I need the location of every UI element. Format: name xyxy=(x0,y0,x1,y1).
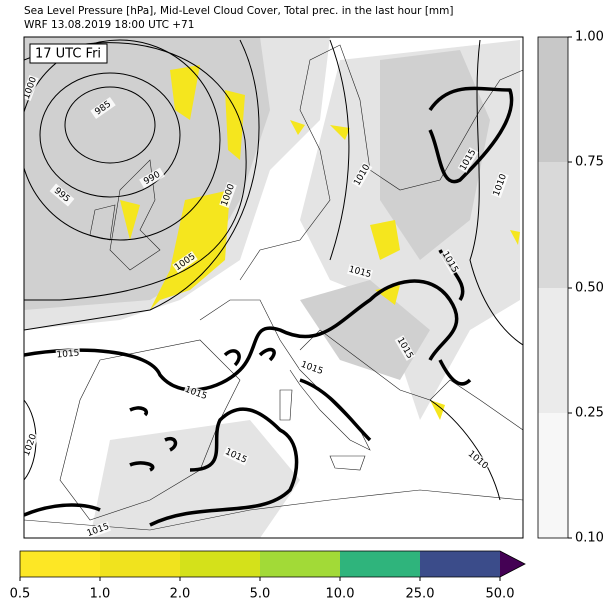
colorbar-segment xyxy=(538,37,568,162)
colorbar-segment xyxy=(260,551,340,577)
subtitle: WRF 13.08.2019 18:00 UTC +71 xyxy=(24,19,194,31)
contour-label-bg xyxy=(219,182,237,208)
tick-label: 1.0 xyxy=(90,587,111,602)
contour-label-bg xyxy=(183,384,209,402)
isobar xyxy=(24,42,247,301)
colorbar-extension xyxy=(500,551,525,577)
contour-label-bg xyxy=(55,347,81,361)
map-area: 9859909951000100010051010101510151010101… xyxy=(24,37,523,538)
contour-label-bg xyxy=(172,251,198,273)
cloud-area xyxy=(300,50,490,380)
isobar xyxy=(24,39,523,501)
colorbar-segment xyxy=(100,551,180,577)
contour-label-bg xyxy=(457,147,479,173)
contour-label-bg xyxy=(24,432,39,458)
tick-label: 0.10 xyxy=(575,531,604,546)
colorbar-frame xyxy=(19,550,526,578)
colorbar-segment xyxy=(340,551,420,577)
contour-label-bg xyxy=(85,521,111,538)
tick-label: 0.50 xyxy=(575,281,604,296)
isobar xyxy=(24,39,221,241)
precipitation-area xyxy=(120,65,520,420)
contour-label-bg xyxy=(394,335,416,361)
isobar xyxy=(39,72,181,198)
colorbar-segment xyxy=(538,288,568,413)
tick-label: 10.0 xyxy=(326,587,355,602)
cloud-colorbar: 1.00 0.75 0.50 0.25 0.10 xyxy=(537,30,604,546)
title: Sea Level Pressure [hPa], Mid-Level Clou… xyxy=(24,5,454,17)
colorbar-segment xyxy=(20,551,100,577)
contour-label-bg xyxy=(139,167,165,189)
contour-label-bg xyxy=(49,183,75,207)
tick-label: 0.5 xyxy=(10,587,31,602)
tick-label: 1.00 xyxy=(575,30,604,45)
colorbar-segment xyxy=(538,413,568,538)
contour-label-bg xyxy=(24,75,39,101)
map-frame xyxy=(23,36,524,539)
isobar xyxy=(64,86,156,164)
contour-label-bg xyxy=(90,97,116,119)
time-label: 17 UTC Fri xyxy=(35,47,101,62)
tick-label: 5.0 xyxy=(250,587,271,602)
colorbar-segment xyxy=(180,551,260,577)
tick-label: 50.0 xyxy=(486,587,515,602)
isobar-1015 xyxy=(24,86,514,527)
contour-label-bg xyxy=(351,162,373,188)
tick-label: 0.25 xyxy=(575,406,604,421)
contour-label-bg xyxy=(223,446,249,466)
contour-labels: 9859909951000100010051010101510151010101… xyxy=(24,75,509,538)
time-box xyxy=(29,43,108,64)
colorbar-segment xyxy=(538,162,568,288)
contour-label: 1015 xyxy=(56,349,80,361)
contour-label-bg xyxy=(491,172,509,198)
colorbar-segment xyxy=(420,551,500,577)
tick-label: 25.0 xyxy=(406,587,435,602)
contour-label-bg xyxy=(299,359,325,377)
colorbar-ticks: 0.5 1.0 2.0 5.0 10.0 25.0 50.0 xyxy=(10,577,515,602)
tick-label: 2.0 xyxy=(170,587,191,602)
contour-label-bg xyxy=(439,249,461,275)
contour-label-bg xyxy=(465,448,491,472)
colorbar-ticks: 1.00 0.75 0.50 0.25 0.10 xyxy=(568,30,604,546)
contour-label-bg xyxy=(347,264,373,280)
precip-colorbar: 0.5 1.0 2.0 5.0 10.0 25.0 50.0 xyxy=(10,550,526,602)
tick-label: 0.75 xyxy=(575,155,604,170)
